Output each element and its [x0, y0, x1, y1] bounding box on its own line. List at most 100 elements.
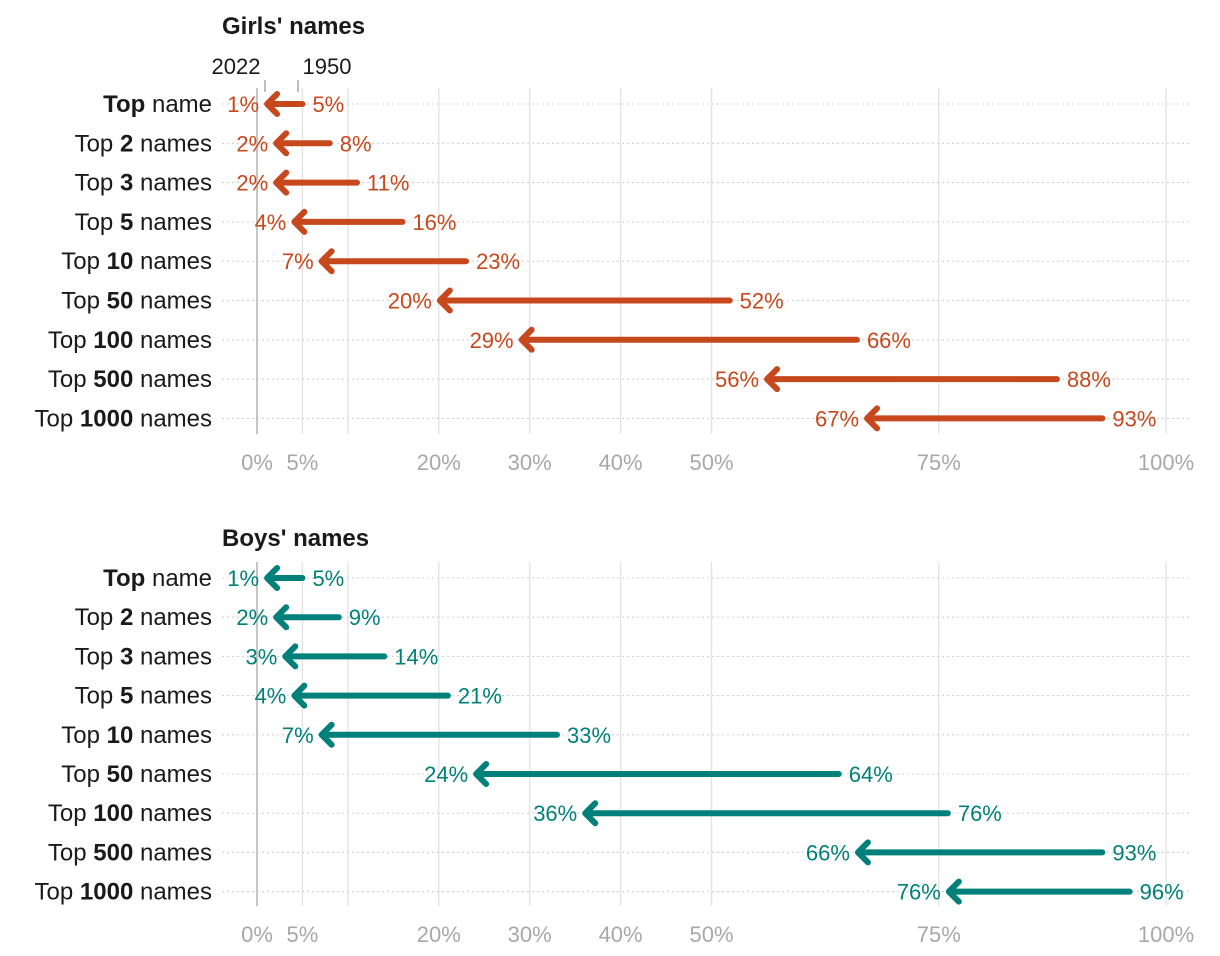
row-label: Top 100 names [48, 800, 212, 827]
row-label-prefix: Top [75, 170, 120, 197]
arrow-head [864, 405, 881, 432]
value-label-1950: 93% [1112, 840, 1156, 865]
chart-row: Top 5 names 4% 21% [75, 682, 1190, 710]
x-tick-label: 40% [599, 450, 643, 475]
row-label-suffix: names [133, 170, 212, 197]
row-label-suffix: names [133, 248, 212, 275]
value-label-1950: 9% [349, 605, 381, 630]
value-label-1950: 33% [567, 723, 611, 748]
row-label: Top 1000 names [35, 879, 212, 906]
arrow-head [518, 326, 535, 353]
chart-row: Top 100 names 29% 66% [48, 326, 1190, 354]
row-label-prefix: Top [61, 761, 106, 788]
value-label-1950: 11% [367, 171, 409, 196]
row-label-suffix: name [145, 565, 212, 592]
chart-row: Top 3 names 3% 14% [75, 643, 1190, 670]
row-label: Top 5 names [75, 209, 212, 236]
panel-title: Girls' names [222, 13, 365, 40]
row-label-prefix: Top [48, 839, 93, 866]
row-label-suffix: names [133, 288, 212, 315]
row-label-suffix: names [133, 209, 212, 236]
arrow-head [291, 682, 308, 709]
row-label-rank: 50 [107, 761, 134, 788]
x-tick-label: 30% [508, 450, 552, 475]
value-label-1950: 23% [476, 249, 520, 274]
chart-row: Top 5 names 4% 16% [75, 208, 1190, 236]
row-label-rank: 1000 [80, 405, 133, 432]
row-label-suffix: names [133, 800, 212, 827]
x-tick-label: 75% [917, 450, 961, 475]
row-label-rank: 2 [120, 130, 133, 157]
chart-row: Top 1000 names 76% 96% [35, 878, 1190, 906]
value-label-2022: 24% [424, 762, 468, 787]
row-label-rank: 2 [120, 604, 133, 631]
row-label-suffix: names [133, 683, 212, 710]
value-label-2022: 2% [236, 171, 268, 196]
chart-row: Top 500 names 56% 88% [48, 366, 1190, 393]
arrow-head [945, 878, 962, 905]
chart-row: Top 500 names 66% 93% [48, 839, 1190, 866]
row-label-rank: 3 [120, 170, 133, 197]
chart-row: Top name 1% 5% [103, 565, 1190, 592]
value-label-1950: 76% [958, 801, 1002, 826]
chart-row: Top 50 names 24% 64% [61, 761, 1190, 788]
arrow-head [473, 761, 490, 787]
value-label-1950: 16% [412, 210, 456, 235]
chart-row: Top 2 names 2% 9% [75, 604, 1190, 631]
row-label-prefix: Top [61, 248, 106, 275]
row-label: Top 50 names [61, 761, 212, 788]
row-label: Top 3 names [75, 170, 212, 197]
arrow-head [436, 287, 453, 314]
row-label: Top 2 names [75, 604, 212, 631]
x-tick-label: 30% [508, 922, 552, 947]
arrow-head [264, 91, 281, 117]
value-label-1950: 21% [458, 684, 502, 709]
arrow-head [264, 565, 281, 591]
x-tick-label: 50% [689, 450, 733, 475]
chart-row: Top name 1% 5% [103, 91, 1190, 118]
row-label-prefix: Top [75, 604, 120, 631]
row-label-suffix: names [133, 839, 212, 866]
row-label: Top 100 names [48, 327, 212, 354]
value-label-2022: 66% [806, 840, 850, 865]
row-label-suffix: name [145, 91, 212, 118]
legend-year-2022: 2022 [212, 54, 261, 79]
row-label-suffix: names [133, 130, 212, 157]
row-label-prefix: Top [48, 327, 93, 354]
panel-title: Boys' names [222, 525, 369, 552]
row-label-rank: 5 [120, 209, 133, 236]
row-label: Top name [103, 91, 212, 118]
value-label-1950: 5% [312, 566, 344, 591]
x-tick-label: 75% [917, 922, 961, 947]
row-label-rank: 1000 [80, 879, 133, 906]
row-label-rank: 10 [107, 722, 134, 749]
arrow-head [282, 643, 299, 670]
row-label: Top 500 names [48, 839, 212, 866]
row-label-prefix: Top [48, 800, 93, 827]
legend-year-1950: 1950 [303, 54, 352, 79]
x-tick-label: 0% [241, 922, 273, 947]
row-label-prefix: Top [75, 130, 120, 157]
row-label-rank: 500 [93, 839, 133, 866]
value-label-1950: 64% [849, 762, 893, 787]
x-tick-label: 100% [1138, 450, 1194, 475]
value-label-2022: 29% [470, 328, 514, 353]
row-label-rank: Top [103, 565, 145, 592]
row-label-prefix: Top [61, 288, 106, 315]
value-label-1950: 14% [394, 644, 438, 669]
x-tick-label: 5% [287, 922, 319, 947]
row-label-suffix: names [133, 327, 212, 354]
row-label-rank: 50 [107, 288, 134, 315]
row-label-prefix: Top [35, 405, 80, 432]
chart-row: Top 100 names 36% 76% [48, 800, 1190, 827]
arrow-head [318, 248, 335, 275]
row-label-rank: 500 [93, 366, 133, 393]
value-label-1950: 52% [740, 289, 784, 314]
chart-row: Top 1000 names 67% 93% [35, 405, 1190, 432]
row-label-prefix: Top [48, 366, 93, 393]
arrow-head [854, 839, 871, 866]
arrow-head [318, 721, 335, 748]
value-label-2022: 1% [227, 92, 259, 117]
